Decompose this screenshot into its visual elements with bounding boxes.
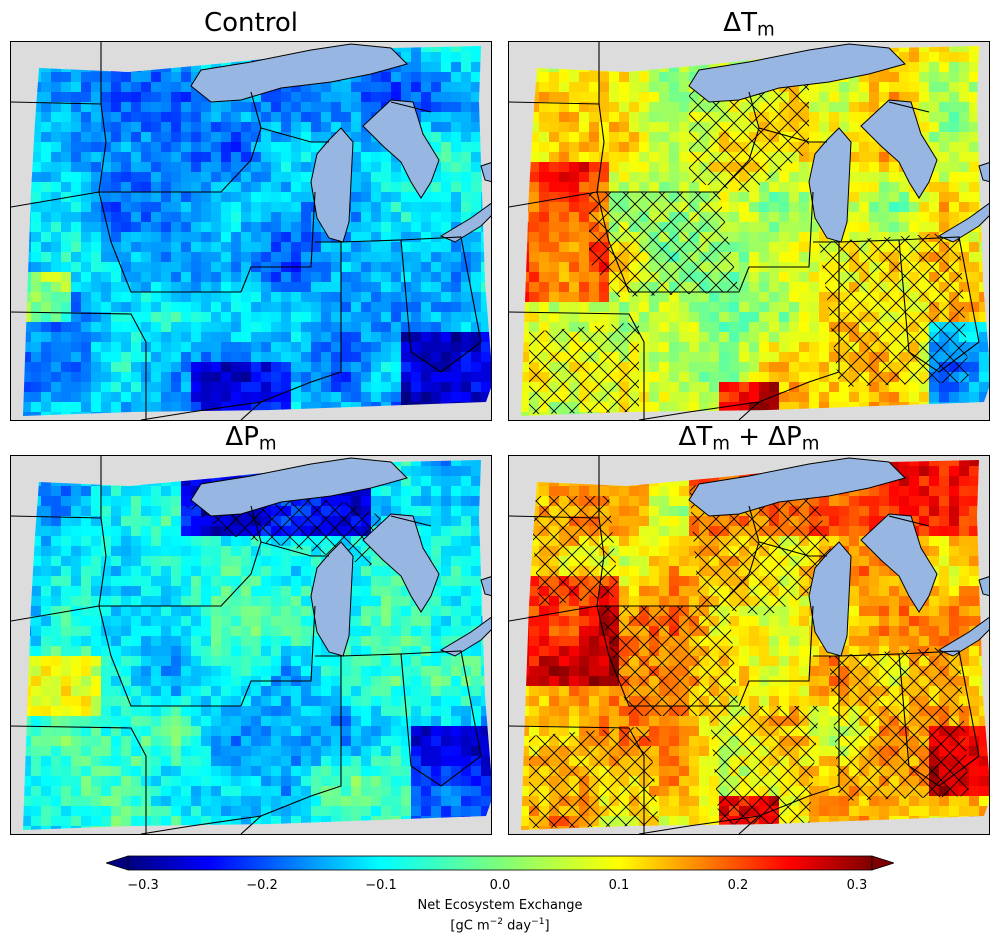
panel-title-delta-t: ΔTm [723,8,775,41]
colorbar-tick: 0.1 [608,878,630,893]
state-border [638,401,760,420]
state-border [638,815,760,834]
panel-title-delta-t-plus-delta-p: ΔTm + ΔPm [678,422,820,455]
state-border [260,127,329,143]
state-border [410,341,482,373]
state-border [11,191,100,208]
state-border [509,725,645,834]
colorbar [104,853,896,873]
panel-title-delta-p: ΔPm [225,422,277,455]
state-border [11,725,147,834]
state-border [11,311,147,420]
colorbar-tick: 0.3 [846,878,868,893]
lake-erie [439,202,491,243]
lake-huron [860,99,938,199]
state-border [410,755,482,787]
state-border [400,236,482,343]
state-border [240,605,316,707]
lake-ontario [480,576,491,597]
significance-hatch [529,322,639,414]
colorbar-tick: −0.1 [365,878,397,893]
significance-hatch [529,496,619,606]
colorbar-tick: −0.2 [246,878,278,893]
state-border [888,101,930,113]
state-border [738,605,814,707]
lake-erie [937,616,989,657]
state-border [888,515,930,527]
state-border [898,236,980,343]
state-border [596,605,739,707]
state-border [509,191,598,208]
colorbar-gradient [104,855,896,871]
lake-huron [362,513,440,613]
colorbar-tick: 0.0 [489,878,511,893]
significance-hatch [819,232,969,387]
state-border [738,655,840,834]
lake-huron [362,99,440,199]
map-panel-delta-p [10,455,492,835]
significance-hatch [709,706,819,826]
state-border [596,191,739,293]
state-border [140,815,262,834]
lake-erie [937,202,989,243]
map-panel-control [10,41,492,421]
state-border [509,605,598,622]
state-border [240,655,342,834]
state-border [390,101,432,113]
significance-hatch [589,192,739,297]
colorbar-label: Net Ecosystem Exchange [417,898,583,913]
state-border [908,755,980,787]
significance-hatch [599,606,739,716]
map-panel-delta-t-plus-delta-p [508,455,990,835]
state-border [240,241,342,420]
state-border [758,127,827,143]
state-border [98,191,241,293]
state-border [260,541,329,557]
panel-title-control: Control [204,8,298,38]
lake-superior [688,43,906,103]
state-border [908,341,980,373]
state-border [11,605,100,622]
state-border [758,541,827,557]
lake-superior [190,457,408,517]
ne-exchange-grid [23,460,491,830]
state-border [240,191,316,293]
significance-hatch [529,726,659,828]
state-border [390,515,432,527]
map-panel-delta-t [508,41,990,421]
lake-erie [439,616,491,657]
lake-superior [190,43,408,103]
lake-huron [860,513,938,613]
state-border [400,650,482,757]
state-border [738,241,840,420]
lake-ontario [480,162,491,183]
state-border [140,401,262,420]
colorbar-tick: 0.2 [727,878,749,893]
colorbar-unit: [gC m−2 day−1] [450,917,550,934]
state-border [738,191,814,293]
colorbar-tick: −0.3 [127,878,159,893]
significance-hatch [829,646,969,801]
ne-exchange-grid [23,46,491,416]
state-border [98,605,241,707]
state-border [509,311,645,420]
state-border [898,650,980,757]
lake-ontario [978,162,989,183]
significance-hatch [689,72,809,192]
lake-ontario [978,576,989,597]
lake-superior [688,457,906,517]
